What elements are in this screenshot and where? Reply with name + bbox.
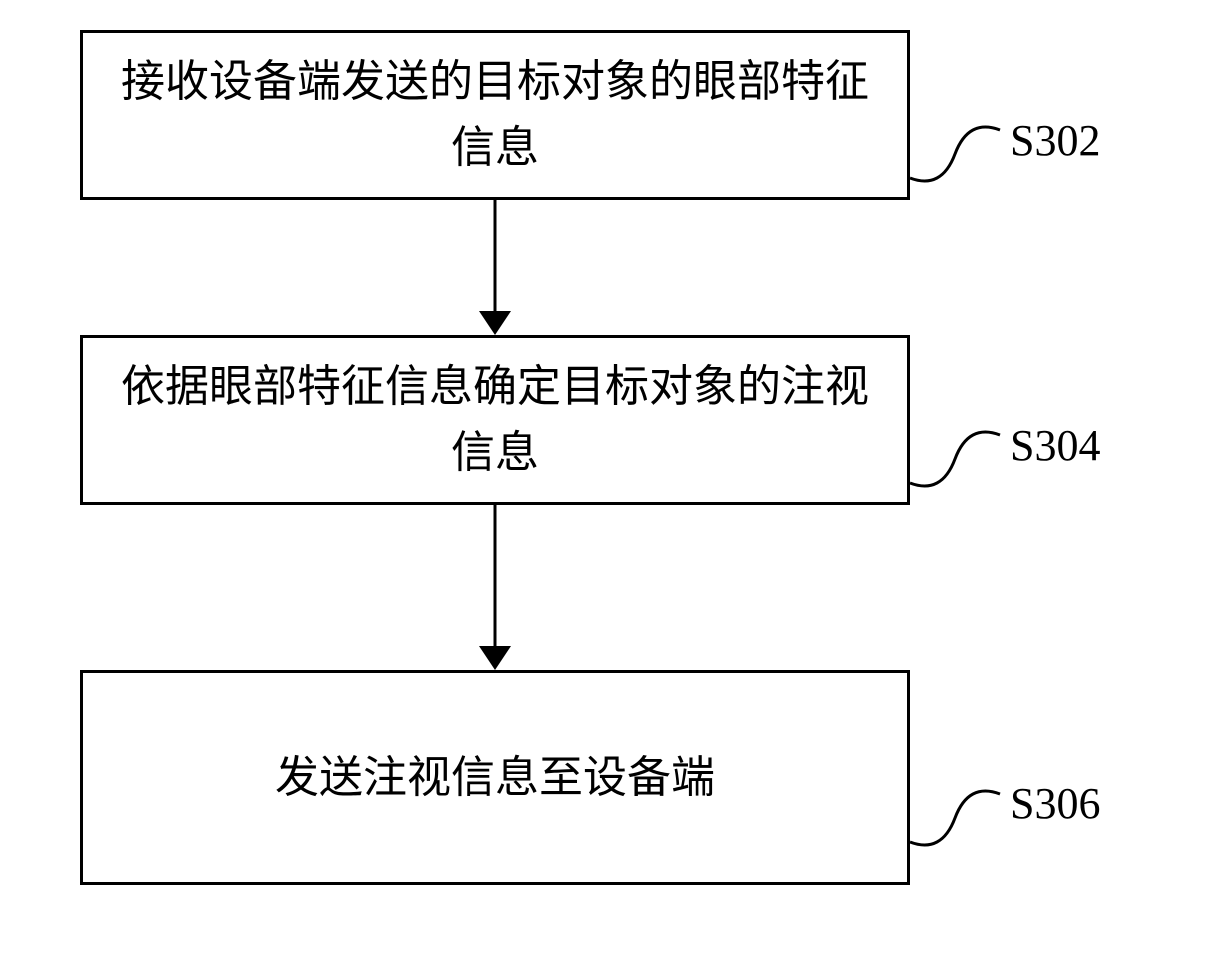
- flow-label-s306: S306: [1010, 778, 1100, 829]
- flow-node-s306: 发送注视信息至设备端: [80, 670, 910, 885]
- flow-label-s302: S302: [1010, 115, 1100, 166]
- flow-arrow-s304-s306: [80, 505, 1140, 670]
- label-connector-s306: [910, 788, 1000, 848]
- flow-arrow-s302-s304: [80, 200, 1140, 335]
- flow-node-text-s302: 接收设备端发送的目标对象的眼部特征信息: [113, 49, 877, 181]
- flow-node-s302: 接收设备端发送的目标对象的眼部特征信息: [80, 30, 910, 200]
- flow-node-s304: 依据眼部特征信息确定目标对象的注视信息: [80, 335, 910, 505]
- label-connector-s302: [910, 124, 1000, 184]
- flow-node-text-s306: 发送注视信息至设备端: [275, 745, 715, 811]
- flow-label-s304: S304: [1010, 420, 1100, 471]
- flow-node-text-s304: 依据眼部特征信息确定目标对象的注视信息: [113, 354, 877, 486]
- label-connector-s304: [910, 429, 1000, 489]
